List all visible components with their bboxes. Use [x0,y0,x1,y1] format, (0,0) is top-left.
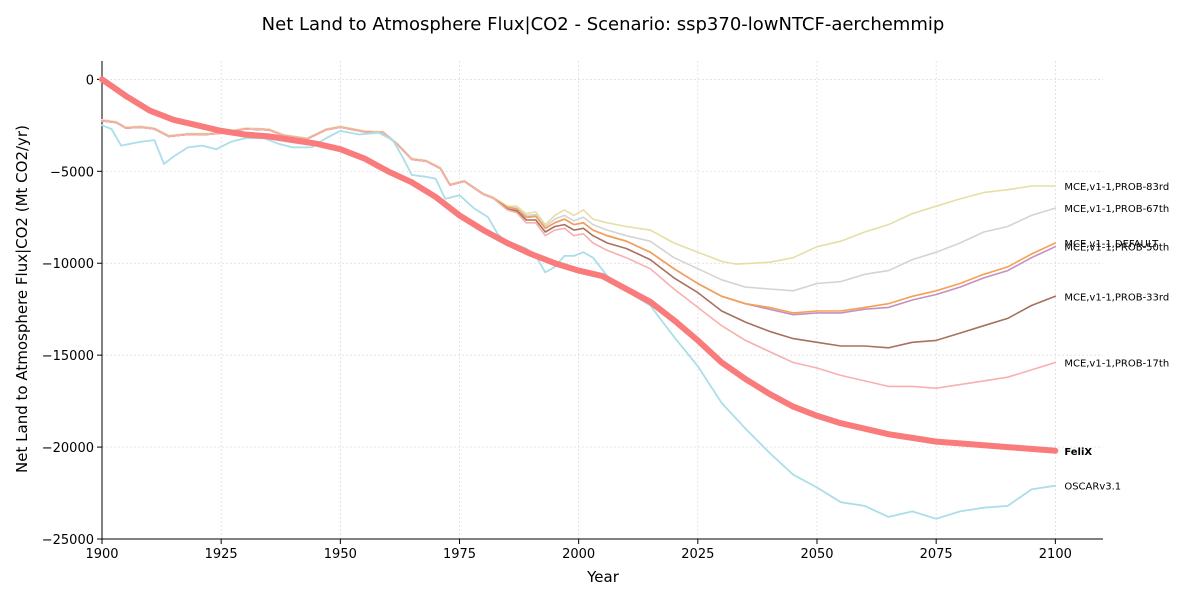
x-tick-label: 2025 [681,547,714,562]
y-tick-label: −15000 [42,349,94,364]
x-tick-label: 1925 [205,547,238,562]
x-tick-label: 2075 [920,547,953,562]
y-tick-label: −5000 [50,165,94,180]
series-end-label: FeliX [1064,447,1092,458]
x-axis-ticks: 1900 1925 1950 1975 2000 2025 2050 2075 2100 [85,539,1072,562]
y-axis-ticks: 0 −5000 −10000 −15000 −20000 −25000 [42,73,102,548]
x-tick-label: 2000 [562,547,595,562]
x-tick-label: 1900 [85,547,118,562]
series-lines [99,76,1059,520]
y-tick-label: 0 [86,73,94,88]
series-end-label: MCE,v1-1,PROB-17th [1064,359,1169,370]
y-tick-label: −25000 [42,533,94,548]
chart-title: Net Land to Atmosphere Flux|CO2 - Scenar… [262,14,945,35]
series-end-label: MCE,v1-1,PROB-67th [1064,204,1169,215]
x-tick-label: 2100 [1039,547,1072,562]
series-end-label: MCE,v1-1,PROB-33rd [1064,292,1169,303]
x-tick-label: 2050 [800,547,833,562]
series-end-labels: MCE,v1-1,PROB-83rd MCE,v1-1,PROB-67th MCE,… [1064,182,1169,493]
series-end-label: MCE,v1-1,PROB-50th [1064,243,1169,254]
series-end-label: MCE,v1-1,PROB-83rd [1064,182,1169,193]
y-axis-label: Net Land to Atmosphere Flux|CO2 (Mt CO2/… [13,125,31,473]
series-line-mce-v1-1-prob-17th [101,120,1057,389]
series-line-felix [99,76,1059,454]
series-line-oscarv3-1 [101,124,1057,520]
x-axis-label: Year [586,568,620,586]
series-line-mce-v1-1-prob-83rd [101,119,1057,265]
x-tick-label: 1975 [443,547,476,562]
x-tick-label: 1950 [324,547,357,562]
series-end-label: OSCARv3.1 [1064,482,1121,493]
y-tick-label: −10000 [42,257,94,272]
series-end-label: MCE,v1-1,DEFAULT [1064,239,1159,250]
y-tick-label: −20000 [42,441,94,456]
